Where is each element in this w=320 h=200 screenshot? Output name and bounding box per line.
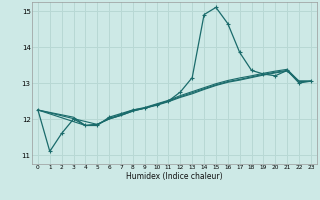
X-axis label: Humidex (Indice chaleur): Humidex (Indice chaleur): [126, 172, 223, 181]
